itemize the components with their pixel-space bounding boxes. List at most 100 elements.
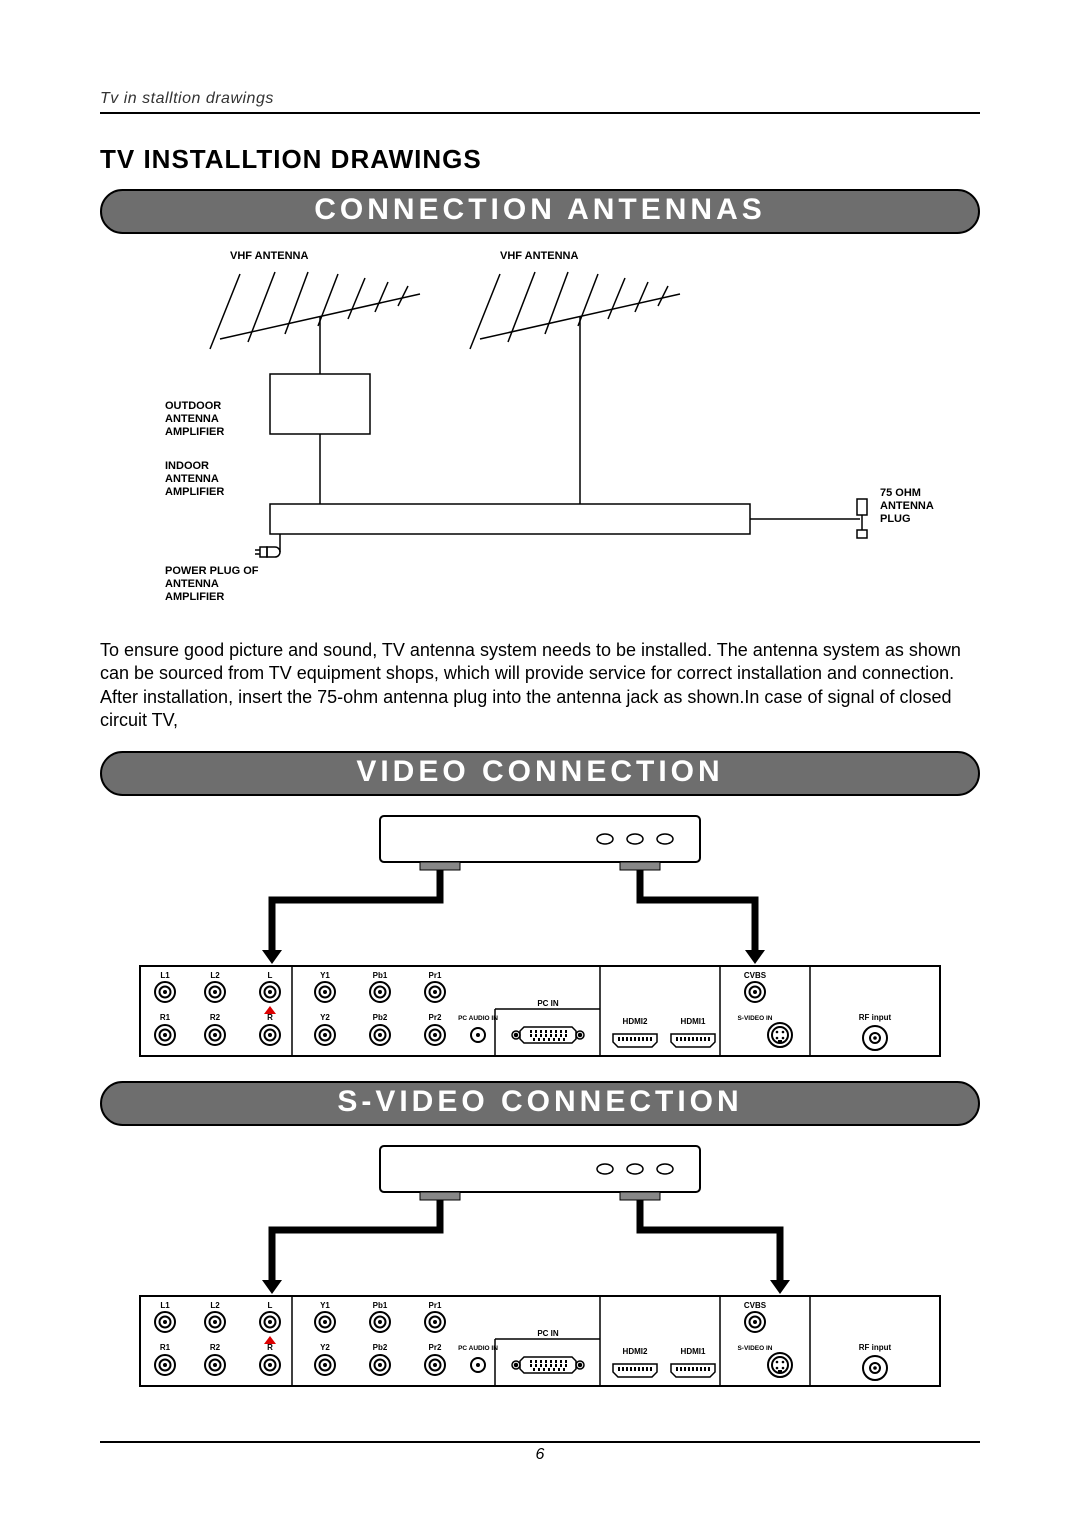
label-outdoor-l3: AMPLIFIER <box>165 426 224 438</box>
label-outdoor-l2: ANTENNA <box>165 413 219 425</box>
svideo-port-icon <box>768 1353 792 1377</box>
label-pcaudio: PC AUDIO IN <box>458 1345 498 1352</box>
label-Pr1: Pr1 <box>429 971 442 980</box>
hdmi-port-icon <box>613 1034 657 1047</box>
label-ohm-l2: ANTENNA <box>880 500 934 512</box>
video-diagram: L1 L2 L Y1 Pb1 Pr1 R1 R2 R Y2 <box>100 806 980 1071</box>
svideo-port-icon <box>768 1023 792 1047</box>
label-L1: L1 <box>160 971 170 980</box>
label-L2: L2 <box>210 1301 220 1310</box>
rca-jack-icon <box>155 1355 175 1375</box>
label-hdmi2: HDMI2 <box>623 1347 648 1356</box>
label-indoor-l2: ANTENNA <box>165 473 219 485</box>
banner-antennas: CONNECTION ANTENNAS <box>100 189 980 234</box>
rca-jack-icon <box>370 1025 390 1045</box>
label-vhf2: VHF ANTENNA <box>500 250 578 262</box>
antenna-left-icon <box>210 272 420 374</box>
label-cvbs: CVBS <box>744 971 767 980</box>
label-pcaudio: PC AUDIO IN <box>458 1015 498 1022</box>
hdmi-port-icon <box>613 1364 657 1377</box>
label-L: L <box>268 971 273 980</box>
label-pcin: PC IN <box>537 999 559 1008</box>
label-ohm-l1: 75 OHM <box>880 487 921 499</box>
label-Y1: Y1 <box>320 971 330 980</box>
label-R2: R2 <box>210 1343 221 1352</box>
label-Pr2: Pr2 <box>429 1013 442 1022</box>
label-R1: R1 <box>160 1013 171 1022</box>
page-container: Tv in stalltion drawings TV INSTALLTION … <box>0 0 1080 1504</box>
label-outdoor-l1: OUTDOOR <box>165 400 221 412</box>
hdmi-port-icon <box>671 1364 715 1377</box>
rca-jack-icon <box>425 1312 445 1332</box>
label-power-l1: POWER PLUG OF <box>165 565 259 577</box>
rca-jack-icon <box>370 1312 390 1332</box>
rca-jack-icon <box>155 1025 175 1045</box>
jack-icon <box>471 1028 485 1042</box>
source-device-icon <box>380 1146 700 1192</box>
arrow-icon <box>264 1336 276 1344</box>
label-Y2: Y2 <box>320 1343 330 1352</box>
indoor-amp-box <box>270 504 750 534</box>
label-power-l3: AMPLIFIER <box>165 591 224 603</box>
rca-jack-icon <box>370 1355 390 1375</box>
label-ohm-l3: PLUG <box>880 513 911 525</box>
banner-svideo: S-VIDEO CONNECTION <box>100 1081 980 1126</box>
rca-jack-icon <box>205 982 225 1002</box>
label-Pb1: Pb1 <box>373 1301 388 1310</box>
rca-jack-icon <box>260 1355 280 1375</box>
rca-jack-icon <box>425 1355 445 1375</box>
label-L2: L2 <box>210 971 220 980</box>
svideo-diagram: L1 L2 L Y1 Pb1 Pr1 R1 R2 R Y2 <box>100 1136 980 1401</box>
label-L1: L1 <box>160 1301 170 1310</box>
label-Y1: Y1 <box>320 1301 330 1310</box>
label-Pb2: Pb2 <box>373 1013 388 1022</box>
rca-jack-icon <box>315 1355 335 1375</box>
rca-jack-icon <box>260 982 280 1002</box>
rca-jack-icon <box>205 1025 225 1045</box>
label-Pb2: Pb2 <box>373 1343 388 1352</box>
label-R2: R2 <box>210 1013 221 1022</box>
outdoor-amp-box <box>270 374 370 434</box>
label-R: R <box>267 1343 273 1352</box>
banner-video: VIDEO CONNECTION <box>100 751 980 796</box>
arrow-icon <box>264 1006 276 1014</box>
rca-jack-icon <box>425 982 445 1002</box>
rca-jack-icon <box>745 1312 765 1332</box>
label-pcin: PC IN <box>537 1329 559 1338</box>
rca-jack-icon <box>315 1312 335 1332</box>
label-Pr1: Pr1 <box>429 1301 442 1310</box>
source-device-icon <box>380 816 700 862</box>
footer-rule <box>100 1441 980 1443</box>
antenna-diagram: VHF ANTENNA VHF ANTENNA <box>100 244 980 629</box>
page-title: TV INSTALLTION DRAWINGS <box>100 144 980 175</box>
label-hdmi1: HDMI1 <box>681 1347 706 1356</box>
label-svideo: S-VIDEO IN <box>737 1015 772 1022</box>
rca-jack-icon <box>260 1312 280 1332</box>
jack-icon <box>471 1358 485 1372</box>
header-rule <box>100 112 980 114</box>
label-hdmi1: HDMI1 <box>681 1017 706 1026</box>
label-cvbs: CVBS <box>744 1301 767 1310</box>
rca-jack-icon <box>315 1025 335 1045</box>
label-R: R <box>267 1013 273 1022</box>
breadcrumb: Tv in stalltion drawings <box>100 90 980 108</box>
vga-port-icon <box>512 1357 584 1373</box>
rca-jack-icon <box>155 1312 175 1332</box>
rca-jack-icon <box>315 982 335 1002</box>
rca-jack-icon <box>155 982 175 1002</box>
rca-jack-icon <box>260 1025 280 1045</box>
label-Pr2: Pr2 <box>429 1343 442 1352</box>
rca-jack-icon <box>370 982 390 1002</box>
caption-text: To ensure good picture and sound, TV ant… <box>100 639 980 733</box>
label-rf: RF input <box>859 1013 892 1022</box>
label-power-l2: ANTENNA <box>165 578 219 590</box>
power-plug-icon <box>255 547 280 557</box>
label-svideo: S-VIDEO IN <box>737 1345 772 1352</box>
label-hdmi2: HDMI2 <box>623 1017 648 1026</box>
rca-jack-icon <box>205 1312 225 1332</box>
label-indoor-l1: INDOOR <box>165 460 209 472</box>
antenna-right-icon <box>470 272 680 504</box>
vga-port-icon <box>512 1027 584 1043</box>
label-Y2: Y2 <box>320 1013 330 1022</box>
label-Pb1: Pb1 <box>373 971 388 980</box>
